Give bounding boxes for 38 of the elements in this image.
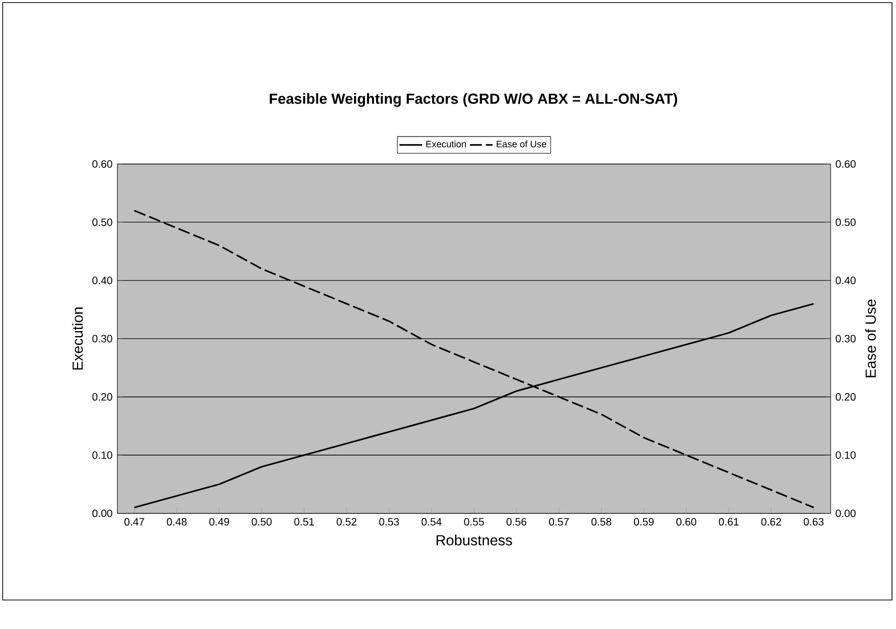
x-tick-label: 0.51 [294, 518, 314, 526]
y2-tick-label: 0.50 [836, 218, 856, 226]
x-axis-title: Robustness [436, 534, 512, 546]
y-tick-label: 0.60 [92, 160, 112, 168]
x-tick-label: 0.59 [634, 518, 654, 526]
y2-tick-label: 0.40 [836, 276, 856, 284]
y-tick-label: 0.50 [92, 218, 112, 226]
x-tick-label: 0.57 [549, 518, 569, 526]
x-tick-label: 0.53 [379, 518, 399, 526]
chart-title: Feasible Weighting Factors (GRD W/O ABX = ALL-ON-SAT) [270, 93, 678, 107]
y-tick-label: 0.20 [92, 392, 112, 400]
x-tick-label: 0.62 [761, 518, 782, 526]
legend-label: Ease of Use [496, 140, 546, 148]
x-tick-label: 0.63 [804, 518, 824, 526]
y-tick-label: 0.00 [92, 509, 112, 517]
x-tick-label: 0.56 [506, 518, 526, 526]
y2-tick-label: 0.10 [836, 451, 856, 459]
legend-label: Execution [426, 140, 466, 148]
x-tick-label: 0.48 [166, 518, 187, 526]
x-tick-label: 0.47 [124, 518, 144, 526]
y-tick-label: 0.30 [92, 334, 112, 342]
y-axis-title: Execution [72, 307, 83, 370]
y2-tick-label: 0.60 [836, 160, 856, 168]
x-tick-label: 0.61 [718, 518, 739, 526]
x-tick-label: 0.49 [209, 518, 230, 526]
y2-tick-label: 0.20 [836, 392, 856, 400]
x-tick-label: 0.58 [591, 518, 612, 526]
x-tick-label: 0.60 [676, 518, 696, 526]
y-tick-label: 0.10 [92, 451, 112, 459]
y2-tick-label: 0.30 [836, 334, 856, 342]
line-series [134, 210, 814, 508]
y2-axis-title: Ease of Use [865, 299, 876, 378]
x-tick-label: 0.55 [464, 518, 484, 526]
y2-tick-label: 0.00 [836, 509, 856, 517]
x-tick-label: 0.52 [336, 518, 356, 526]
y-tick-label: 0.40 [92, 276, 112, 284]
x-tick-label: 0.54 [422, 518, 442, 526]
x-tick-label: 0.50 [252, 518, 272, 526]
